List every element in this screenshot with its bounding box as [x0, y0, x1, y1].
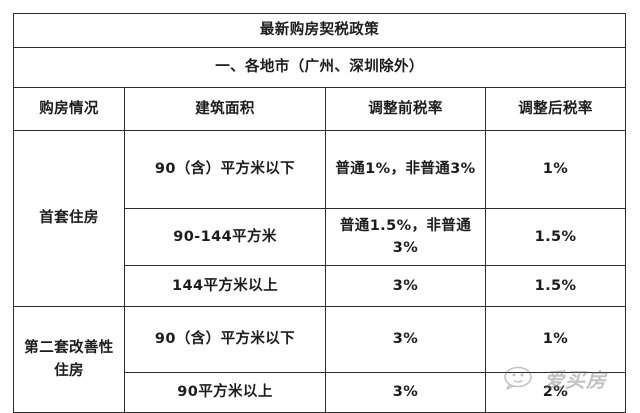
cell-rate-after: 2%	[484, 372, 627, 413]
table-title-row: 最新购房契税政策	[12, 13, 627, 48]
table-header-row: 购房情况 建筑面积 调整前税率 调整后税率	[13, 87, 627, 131]
group-label-first-home: 首套住房	[13, 130, 125, 307]
cell-rate-after: 1%	[484, 306, 627, 373]
table-row: 144平方米以上 3% 1.5%	[14, 265, 627, 307]
page-title: 最新购房契税政策	[12, 13, 627, 48]
cell-area: 90（含）平方米以下	[124, 130, 326, 209]
cell-rate-after: 1%	[484, 130, 627, 209]
table-row: 首套住房 90（含）平方米以下 普通1%，非普通3% 1%	[13, 130, 627, 307]
cell-rate-after: 1.5%	[484, 265, 627, 307]
cell-area: 90（含）平方米以下	[124, 306, 326, 373]
table-row: 90-144平方米 普通1.5%，非普通3% 1.5%	[14, 208, 627, 266]
cell-area: 90平方米以上	[124, 372, 326, 413]
cell-rate-before: 3%	[325, 372, 486, 413]
column-header-rate-after: 调整后税率	[484, 87, 627, 131]
cell-rate-before: 普通1%，非普通3%	[325, 130, 486, 209]
cell-rate-before: 普通1.5%，非普通3%	[325, 208, 486, 266]
table-row: 90平方米以上 3% 2%	[14, 372, 627, 413]
group-label-second-home: 第二套改善性住房	[13, 306, 125, 413]
section-subtitle: 一、各地市（广州、深圳除外）	[12, 47, 627, 88]
cell-rate-before: 3%	[325, 265, 486, 307]
column-header-area: 建筑面积	[124, 87, 326, 131]
cell-rate-after: 1.5%	[484, 208, 627, 266]
tax-policy-table: 最新购房契税政策 一、各地市（广州、深圳除外） 购房情况 建筑面积 调整前税率 …	[12, 13, 627, 413]
column-header-situation: 购房情况	[13, 87, 125, 131]
cell-area: 90-144平方米	[124, 208, 326, 266]
table-row: 第二套改善性住房 90（含）平方米以下 3% 1%	[13, 306, 627, 413]
cell-area: 144平方米以上	[124, 265, 326, 307]
table-subtitle-row: 一、各地市（广州、深圳除外）	[12, 47, 627, 88]
cell-rate-before: 3%	[325, 306, 486, 373]
column-header-rate-before: 调整前税率	[325, 87, 486, 131]
